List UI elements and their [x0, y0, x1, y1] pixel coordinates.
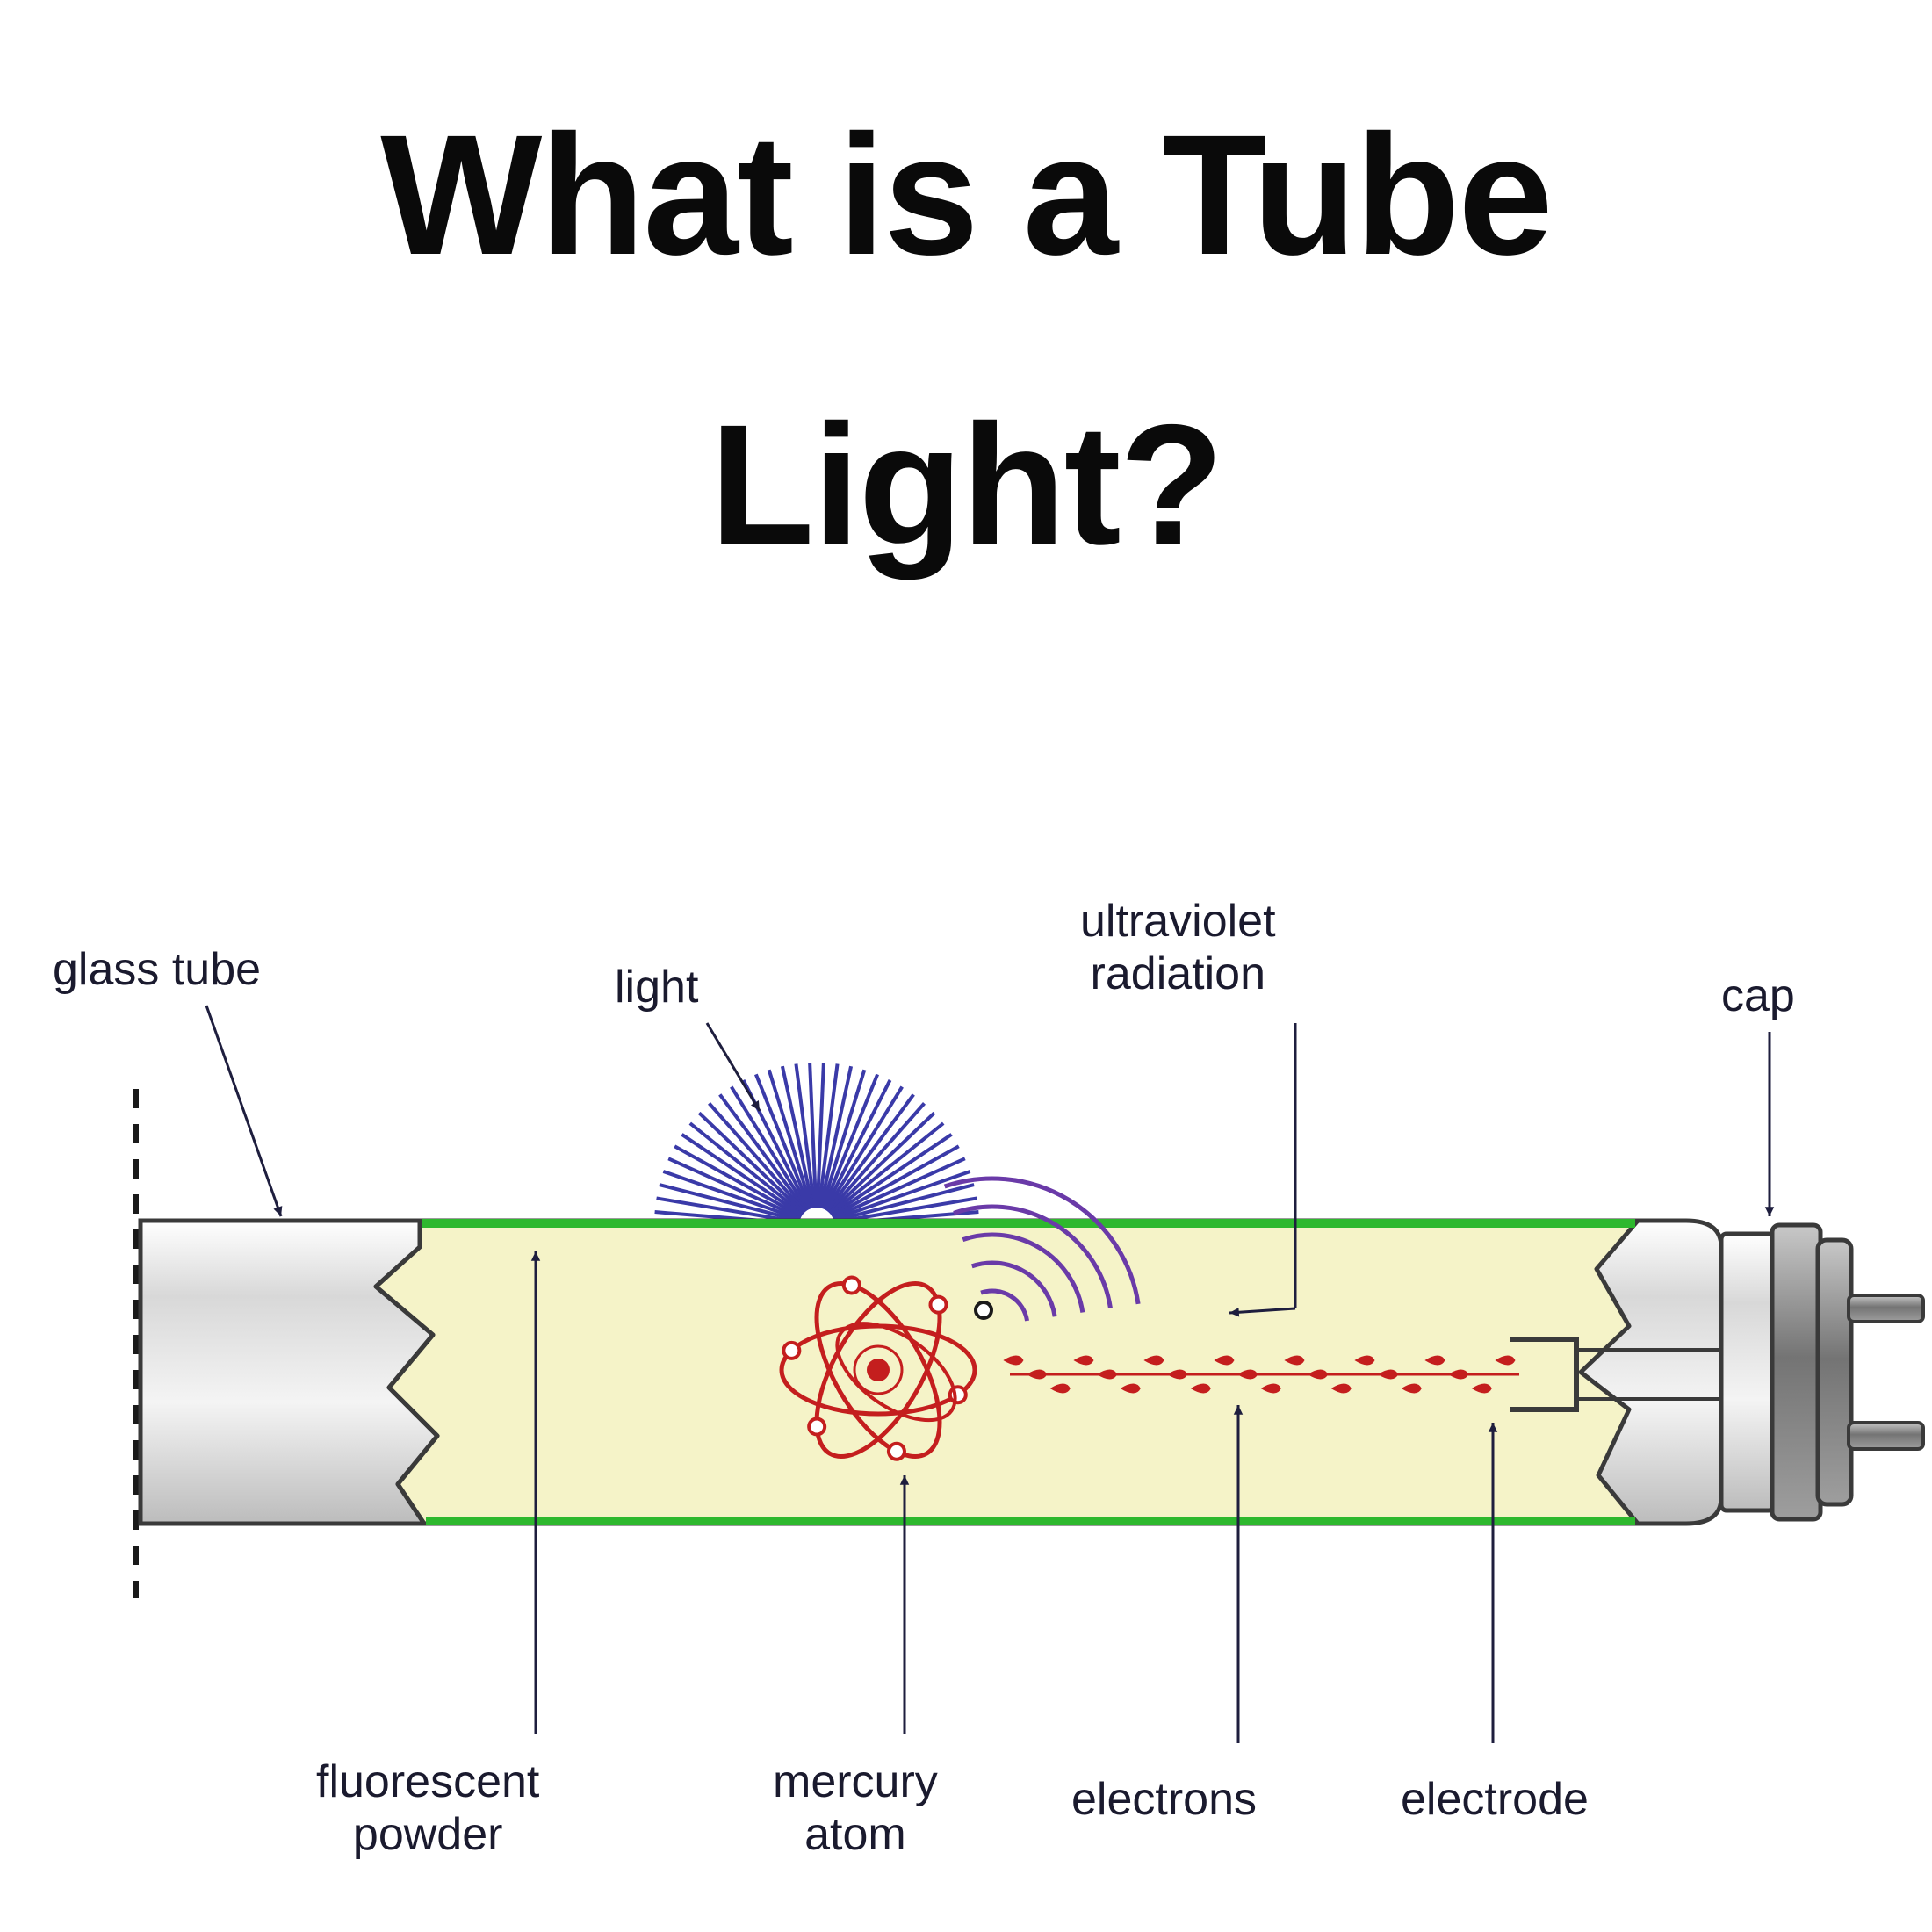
tube-light-diagram: [0, 0, 1932, 1932]
label-cap: cap: [1721, 970, 1795, 1023]
label-mercury-atom: mercury atom: [773, 1756, 938, 1862]
label-glass-tube: glass tube: [53, 944, 261, 997]
label-fluorescent-powder: fluorescent powder: [316, 1756, 539, 1862]
label-electrode: electrode: [1401, 1774, 1589, 1827]
label-electrons: electrons: [1071, 1774, 1257, 1827]
label-uv-radiation: ultraviolet radiation: [1080, 896, 1276, 1001]
label-light: light: [615, 962, 698, 1014]
